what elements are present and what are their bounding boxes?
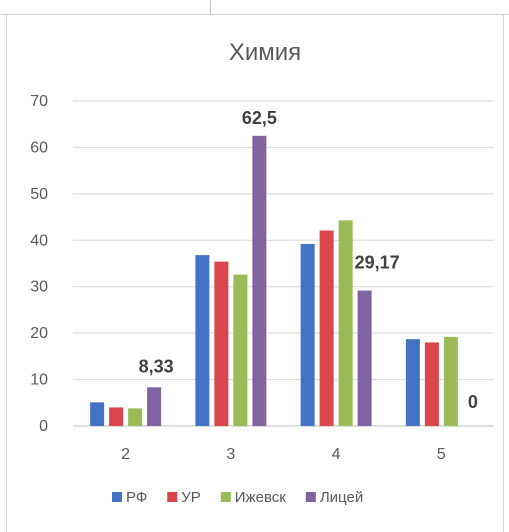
bar-Ижевск-4 bbox=[338, 220, 353, 426]
x-tick-label: 5 bbox=[437, 446, 446, 463]
gridlines bbox=[73, 100, 494, 427]
legend-label: РФ bbox=[126, 489, 147, 506]
y-axis: 0 10 20 30 40 50 60 70 bbox=[30, 93, 48, 435]
x-axis: 2 3 4 5 bbox=[121, 446, 446, 463]
bar-Ижевск-3 bbox=[233, 274, 248, 426]
bar-РФ-5 bbox=[405, 339, 420, 426]
bar-РФ-2 bbox=[90, 402, 105, 426]
x-tick-label: 4 bbox=[332, 446, 341, 463]
y-tick-label: 30 bbox=[30, 279, 48, 296]
bar-УР-5 bbox=[424, 342, 439, 426]
y-tick-label: 10 bbox=[30, 372, 48, 389]
bar-Ижевск-5 bbox=[443, 336, 458, 426]
bar-УР-3 bbox=[214, 261, 229, 426]
data-label: 62,5 bbox=[242, 108, 277, 128]
bar-РФ-4 bbox=[300, 244, 315, 426]
x-tick-label: 2 bbox=[121, 446, 130, 463]
legend: РФ УР Ижевск Лицей bbox=[112, 489, 363, 506]
chart-border-right bbox=[503, 14, 504, 532]
data-label: 8,33 bbox=[139, 356, 174, 376]
bar-РФ-3 bbox=[195, 255, 210, 426]
y-tick-label: 70 bbox=[30, 93, 48, 110]
bar-Лицей-4 bbox=[357, 290, 372, 426]
data-label: 0 bbox=[468, 392, 478, 412]
data-label: 29,17 bbox=[355, 253, 400, 273]
chart-border-left bbox=[6, 14, 7, 532]
legend-label: Ижевск bbox=[235, 489, 286, 506]
bar-УР-4 bbox=[319, 230, 334, 426]
y-tick-label: 40 bbox=[30, 232, 48, 249]
bar-Лицей-3 bbox=[252, 135, 267, 427]
y-tick-label: 20 bbox=[30, 325, 48, 342]
window-top-edge bbox=[0, 0, 509, 15]
y-tick-label: 60 bbox=[30, 139, 48, 156]
window-divider bbox=[210, 0, 211, 14]
bar-УР-2 bbox=[109, 407, 124, 426]
legend-swatch bbox=[305, 492, 316, 502]
legend-label: УР bbox=[181, 489, 201, 506]
bars bbox=[90, 135, 458, 427]
bar-Лицей-2 bbox=[147, 387, 162, 426]
data-labels: 8,33 62,5 29,17 0 bbox=[139, 108, 478, 412]
legend-swatch bbox=[167, 492, 178, 502]
chart-title: Химия bbox=[229, 39, 301, 66]
legend-swatch bbox=[112, 492, 122, 502]
x-tick-label: 3 bbox=[226, 446, 235, 463]
y-tick-label: 0 bbox=[39, 418, 48, 435]
legend-swatch bbox=[220, 492, 231, 502]
bar-Ижевск-2 bbox=[128, 408, 143, 426]
y-tick-label: 50 bbox=[30, 186, 48, 203]
legend-label: Лицей bbox=[320, 489, 363, 506]
